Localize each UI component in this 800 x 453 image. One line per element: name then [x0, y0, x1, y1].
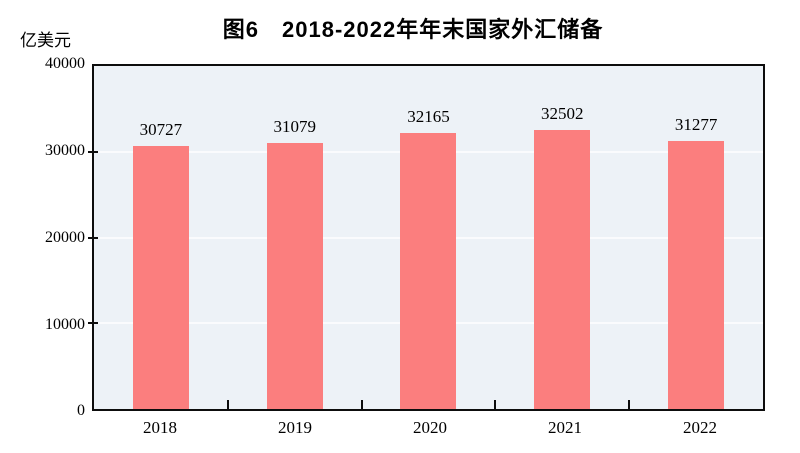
bar-value-label: 32502 [541, 104, 584, 124]
y-axis-unit-label: 亿美元 [20, 31, 71, 50]
bar-value-label: 31079 [273, 116, 316, 136]
bar-value-label: 32165 [407, 107, 450, 127]
x-axis-label-2019: 2019 [278, 418, 312, 437]
x-tick-mark-1 [226, 400, 229, 409]
x-axis-label-2020: 2020 [413, 418, 447, 437]
bar-2020 [400, 133, 457, 409]
bar-group-2018: 30727 [94, 66, 228, 409]
x-axis-label-2022: 2022 [683, 418, 717, 437]
bar-2022 [668, 140, 725, 409]
bar-2019 [266, 142, 323, 409]
bar-2021 [534, 130, 591, 409]
x-axis-label-2018: 2018 [143, 418, 177, 437]
plot-area: 30727 31079 32165 32502 31277 [88, 64, 765, 411]
bar-value-label: 31277 [674, 114, 718, 134]
y-tick-label-10000: 10000 [45, 316, 85, 333]
bars-container: 30727 31079 32165 32502 31277 [94, 66, 763, 409]
bar-value-label: 30727 [139, 119, 183, 139]
y-tick-mark-20000 [88, 236, 98, 239]
bar-2018 [132, 145, 189, 409]
bar-group-2021: 32502 [495, 66, 629, 409]
bar-group-2019: 31079 [228, 66, 362, 409]
chart-title: 图6 2018-2022年年末国家外汇储备 [222, 17, 604, 42]
y-tick-mark-10000 [88, 322, 98, 325]
y-tick-mark-30000 [88, 150, 98, 153]
x-tick-mark-2 [360, 400, 363, 409]
x-axis-label-2021: 2021 [548, 418, 582, 437]
bar-group-2022: 31277 [629, 66, 763, 409]
y-tick-label-0: 0 [77, 402, 85, 419]
y-tick-label-20000: 20000 [45, 229, 85, 246]
y-tick-label-30000: 30000 [45, 142, 85, 159]
x-tick-mark-3 [494, 400, 497, 409]
y-tick-label-40000: 40000 [45, 55, 85, 72]
bar-group-2020: 32165 [362, 66, 496, 409]
x-tick-mark-4 [628, 400, 631, 409]
